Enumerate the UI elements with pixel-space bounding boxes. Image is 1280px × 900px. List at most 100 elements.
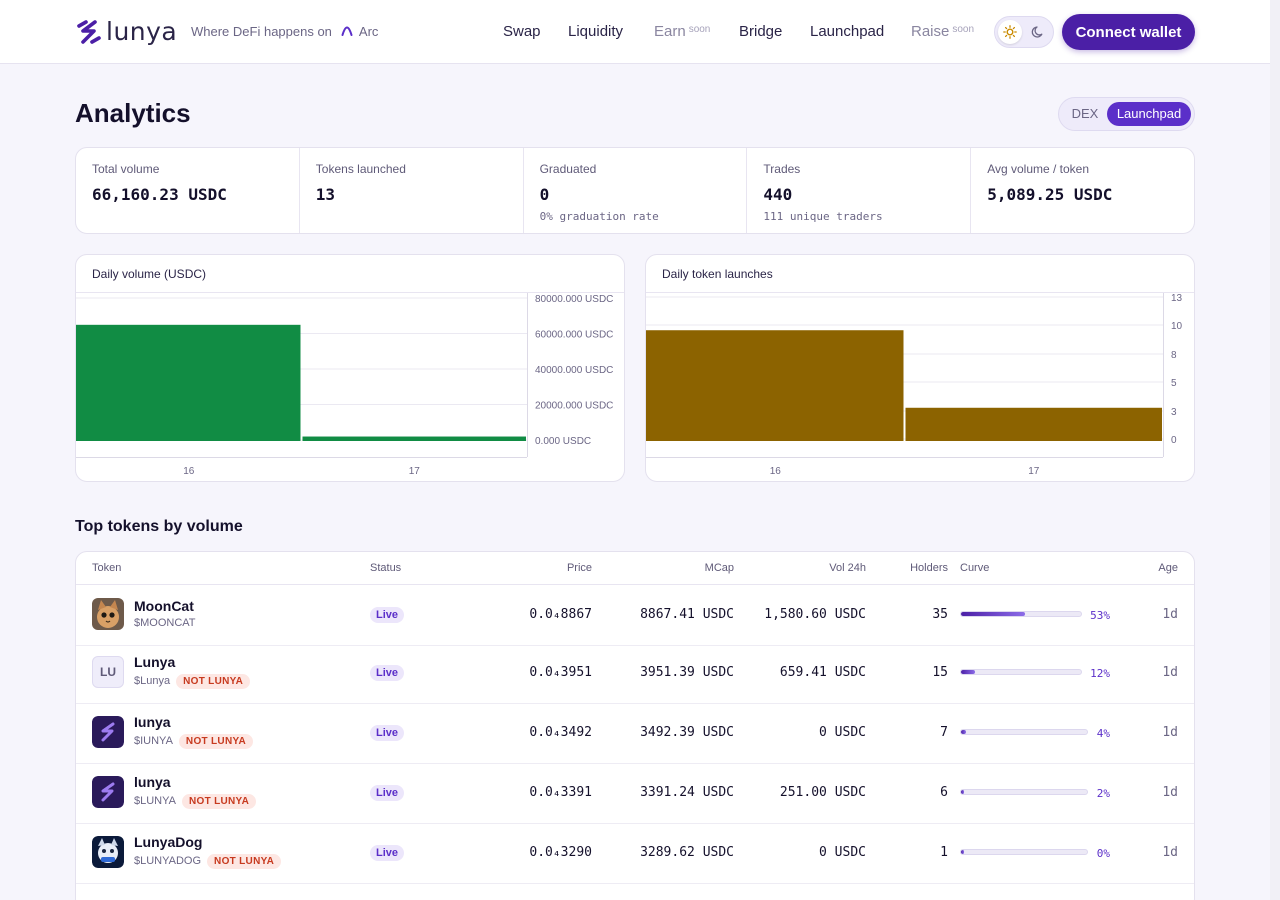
not-lunya-warning-badge: NOT LUNYA <box>178 734 254 749</box>
table-row[interactable]: MoonCat $MOONCAT Live 0.0₄8867 8867.41 U… <box>76 586 1194 646</box>
token-holders: 35 <box>932 607 948 622</box>
lunya-logo[interactable]: lunya <box>75 18 177 46</box>
token-symbol-line: $Lunya NOT LUNYA <box>134 674 251 689</box>
curve-progress-fill <box>961 790 964 794</box>
nav-swap[interactable]: Swap <box>503 23 541 40</box>
tagline: Where DeFi happens on Arc <box>191 24 378 39</box>
token-avatar-icon <box>92 598 124 630</box>
token-symbol: $LUNYADOG <box>134 855 202 867</box>
curve-progress-bar <box>960 849 1088 855</box>
connect-wallet-button[interactable]: Connect wallet <box>1062 14 1195 50</box>
stat-subtext: 0% graduation rate <box>539 210 659 223</box>
nav-launchpad[interactable]: Launchpad <box>810 23 885 40</box>
col-mcap[interactable]: MCap <box>704 562 734 574</box>
nav-liquidity[interactable]: Liquidity <box>568 23 624 40</box>
y-tick-label: 80000.000 USDC <box>535 294 613 305</box>
token-symbol-line: $MOONCAT <box>134 617 196 629</box>
page-scrollbar[interactable] <box>1270 0 1280 900</box>
stat-label: Tokens launched <box>315 162 406 176</box>
table-row[interactable]: LU Lunya $Lunya NOT LUNYA Live 0.0₄3951 3… <box>76 644 1194 704</box>
token-symbol-line: $LUNYADOG NOT LUNYA <box>134 854 282 869</box>
table-row[interactable]: LunyaDog $LUNYADOG NOT LUNYA Live 0.0₄329… <box>76 824 1194 884</box>
token-avatar-icon <box>92 776 124 808</box>
curve-percent: 53% <box>1090 609 1110 622</box>
token-symbol-line: $LUNYA NOT LUNYA <box>134 794 257 809</box>
col-curve[interactable]: Curve <box>960 562 990 574</box>
token-volume: 1,580.60 USDC <box>764 607 866 622</box>
table-row[interactable]: lunya $LUNYA NOT LUNYA Live 0.0₄3391 3391… <box>76 764 1194 824</box>
stat-label: Graduated <box>539 162 597 176</box>
not-lunya-warning-badge: NOT LUNYA <box>176 674 251 689</box>
analytics-view-toggle: DEX Launchpad <box>1058 97 1195 131</box>
curve-progress-fill <box>961 850 964 854</box>
col-token[interactable]: Token <box>92 562 122 574</box>
token-price: 0.0₄8867 <box>529 607 592 622</box>
token-price: 0.0₄3951 <box>529 665 592 680</box>
daily-launches-chart-card: Daily token launches 13 10 8 5 3 0 16 17 <box>645 254 1195 482</box>
y-tick-label: 20000.000 USDC <box>535 401 613 412</box>
curve-progress-fill <box>961 612 1025 616</box>
chart-title: Daily volume (USDC) <box>92 267 207 281</box>
status-badge: Live <box>370 845 405 861</box>
y-tick-label: 8 <box>1171 350 1177 361</box>
chart-bar-16[interactable] <box>76 324 301 441</box>
table-row[interactable]: Iunya $IUNYA NOT LUNYA Live 0.0₄3492 3492… <box>76 704 1194 764</box>
token-holders: 6 <box>940 785 948 800</box>
nav-raise[interactable]: Raise soon <box>911 23 975 40</box>
token-mcap: 3289.62 USDC <box>640 845 734 860</box>
col-status[interactable]: Status <box>370 562 402 574</box>
status-badge: Live <box>370 665 405 681</box>
daily-volume-chart-card: Daily volume (USDC) 80000.000 USDC 60000.… <box>75 254 625 482</box>
token-symbol: $Lunya <box>134 675 171 687</box>
stat-label: Total volume <box>92 162 160 176</box>
arc-icon <box>341 24 353 39</box>
token-volume: 659.41 USDC <box>779 665 866 680</box>
token-name[interactable]: LunyaDog <box>134 834 203 850</box>
stat-value: 5,089.25 USDC <box>987 185 1113 204</box>
y-tick-label: 60000.000 USDC <box>535 330 613 341</box>
col-price[interactable]: Price <box>566 562 592 574</box>
theme-toggle[interactable] <box>994 16 1054 48</box>
token-mcap: 3391.24 USDC <box>640 785 734 800</box>
token-symbol-line: $IUNYA NOT LUNYA <box>134 734 254 749</box>
table-header: Token Status Price MCap Vol 24h Holders … <box>76 552 1194 585</box>
token-symbol: $IUNYA <box>134 735 173 747</box>
lunya-logo-icon <box>77 20 101 44</box>
tagline-text: Where DeFi happens on <box>191 24 332 39</box>
stat-total-volume: Total volume 66,160.23 USDC <box>76 148 300 233</box>
col-holders[interactable]: Holders <box>910 562 948 574</box>
token-holders: 15 <box>932 665 948 680</box>
token-name[interactable]: Lunya <box>134 654 176 670</box>
chart-bar-16[interactable] <box>646 330 904 441</box>
col-vol[interactable]: Vol 24h <box>829 562 866 574</box>
chart-bar-17[interactable] <box>905 407 1163 441</box>
token-holders: 7 <box>940 725 948 740</box>
soon-badge: soon <box>688 24 711 35</box>
token-avatar-icon <box>92 836 124 868</box>
chart-bar-17[interactable] <box>302 436 527 441</box>
moon-icon <box>1031 26 1043 38</box>
stat-value: 66,160.23 USDC <box>92 185 227 204</box>
not-lunya-warning-badge: NOT LUNYA <box>181 794 257 809</box>
x-tick-label: 17 <box>409 466 421 477</box>
y-tick-label: 5 <box>1171 378 1177 389</box>
col-age[interactable]: Age <box>1158 562 1178 574</box>
token-mcap: 8867.41 USDC <box>640 607 734 622</box>
token-volume: 0 USDC <box>819 845 866 860</box>
toggle-launchpad[interactable]: Launchpad <box>1107 102 1191 126</box>
token-age: 1d <box>1162 785 1178 800</box>
toggle-dex[interactable]: DEX <box>1071 106 1099 121</box>
sun-icon <box>1003 25 1017 39</box>
status-badge: Live <box>370 785 405 801</box>
curve-percent: 4% <box>1096 727 1110 740</box>
nav-bridge[interactable]: Bridge <box>739 23 783 40</box>
page-title: Analytics <box>75 98 191 128</box>
curve-progress-bar <box>960 611 1082 617</box>
y-tick-label: 3 <box>1171 407 1177 418</box>
token-name[interactable]: Iunya <box>134 714 171 730</box>
curve-progress-bar <box>960 789 1088 795</box>
token-name[interactable]: lunya <box>134 774 171 790</box>
token-name[interactable]: MoonCat <box>134 598 194 614</box>
nav-earn[interactable]: Earn soon <box>654 23 711 40</box>
x-tick-label: 17 <box>1028 466 1040 477</box>
